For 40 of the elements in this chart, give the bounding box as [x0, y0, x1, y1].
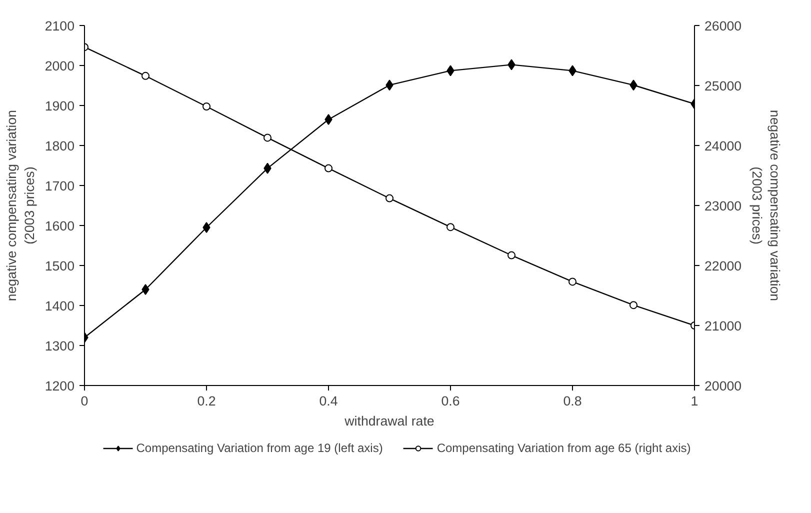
point	[202, 222, 210, 233]
y2-axis-title: negative compensating variation (2003 prices)	[750, 110, 783, 302]
y-tick-label: 1700	[44, 178, 75, 194]
y2-tick-label: 25000	[704, 78, 742, 94]
y-tick-label: 1400	[44, 298, 75, 314]
point	[264, 134, 272, 142]
y2-tick-label: 24000	[704, 138, 742, 154]
x-tick-label: 0.8	[563, 394, 582, 408]
point	[568, 278, 576, 286]
y-tick-label: 1800	[44, 138, 75, 154]
x-tick-label: 0.6	[441, 394, 460, 408]
y-tick-label: 1900	[44, 98, 75, 114]
y2-tick-label: 20000	[704, 378, 742, 394]
y-tick-label: 2100	[44, 18, 75, 34]
y-axis-title: negative compensating variation (2003 prices)	[4, 110, 37, 302]
point	[508, 251, 516, 260]
legend-label: Compensating Variation from age 65 (right axis)	[436, 441, 691, 455]
x-axis-title: withdrawal rate	[344, 414, 434, 428]
point	[202, 102, 210, 110]
y-tick-label: 1600	[44, 218, 75, 234]
y-tick-label: 1500	[44, 258, 75, 274]
y2-tick-label: 21000	[704, 318, 742, 334]
point	[142, 284, 150, 295]
y2-tick-label: 22000	[704, 258, 742, 274]
point	[324, 114, 332, 125]
y-tick-label: 1300	[44, 338, 75, 354]
point	[142, 72, 150, 80]
x-tick-label: 0.2	[197, 394, 216, 408]
x-tick-label: 0.4	[319, 394, 338, 408]
x-tick-label: 0	[80, 394, 88, 408]
y2-tick-label: 26000	[704, 18, 742, 34]
y-tick-label: 2000	[44, 58, 75, 74]
point	[630, 301, 638, 310]
x-tick-label: 1	[690, 394, 698, 408]
y-tick-label: 1200	[44, 378, 75, 394]
y2-tick-label: 23000	[704, 198, 742, 214]
point	[446, 223, 454, 232]
point	[324, 164, 332, 172]
point	[386, 194, 394, 202]
legend-label: Compensating Variation from age 19 (left axis)	[136, 441, 383, 455]
